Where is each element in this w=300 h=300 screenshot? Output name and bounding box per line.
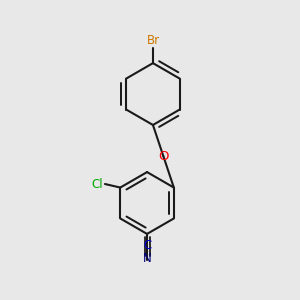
Text: Cl: Cl	[92, 178, 103, 190]
Text: C: C	[143, 238, 151, 252]
Text: Br: Br	[146, 34, 160, 46]
Text: N: N	[143, 252, 152, 265]
Text: O: O	[158, 150, 169, 163]
